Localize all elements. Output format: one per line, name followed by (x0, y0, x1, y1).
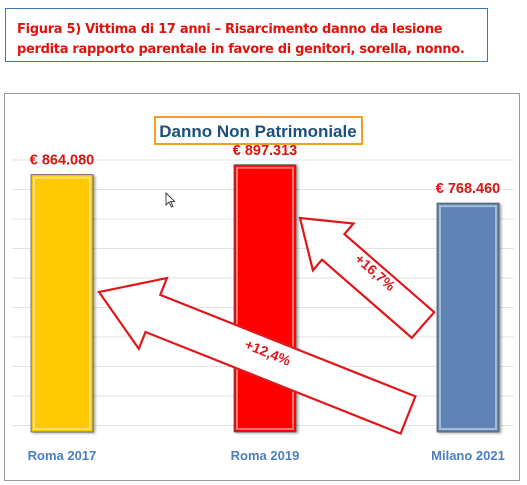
bar-bevel (236, 166, 294, 430)
category-label: Roma 2017 (28, 448, 97, 463)
bar-bevel (439, 205, 497, 430)
bar (436, 202, 500, 433)
value-label: € 768.460 (436, 181, 501, 197)
bar (30, 174, 94, 433)
chart-title-box (154, 116, 363, 145)
bar (233, 164, 297, 433)
bar-bevel (33, 176, 91, 430)
growth-arrow-roma-2017 (97, 276, 417, 436)
value-label: € 864.080 (30, 153, 95, 169)
value-label: € 897.313 (233, 143, 298, 159)
category-label: Milano 2021 (431, 448, 505, 463)
growth-arrow-roma-2019 (298, 216, 436, 340)
category-label: Roma 2019 (231, 448, 300, 463)
chart-title: Danno Non Patrimoniale (159, 122, 356, 141)
figure-caption: Figura 5) Vittima di 17 anni – Risarcime… (17, 22, 465, 57)
mouse-cursor-icon (165, 191, 176, 208)
caption-box: Figura 5) Vittima di 17 anni – Risarcime… (5, 8, 488, 62)
